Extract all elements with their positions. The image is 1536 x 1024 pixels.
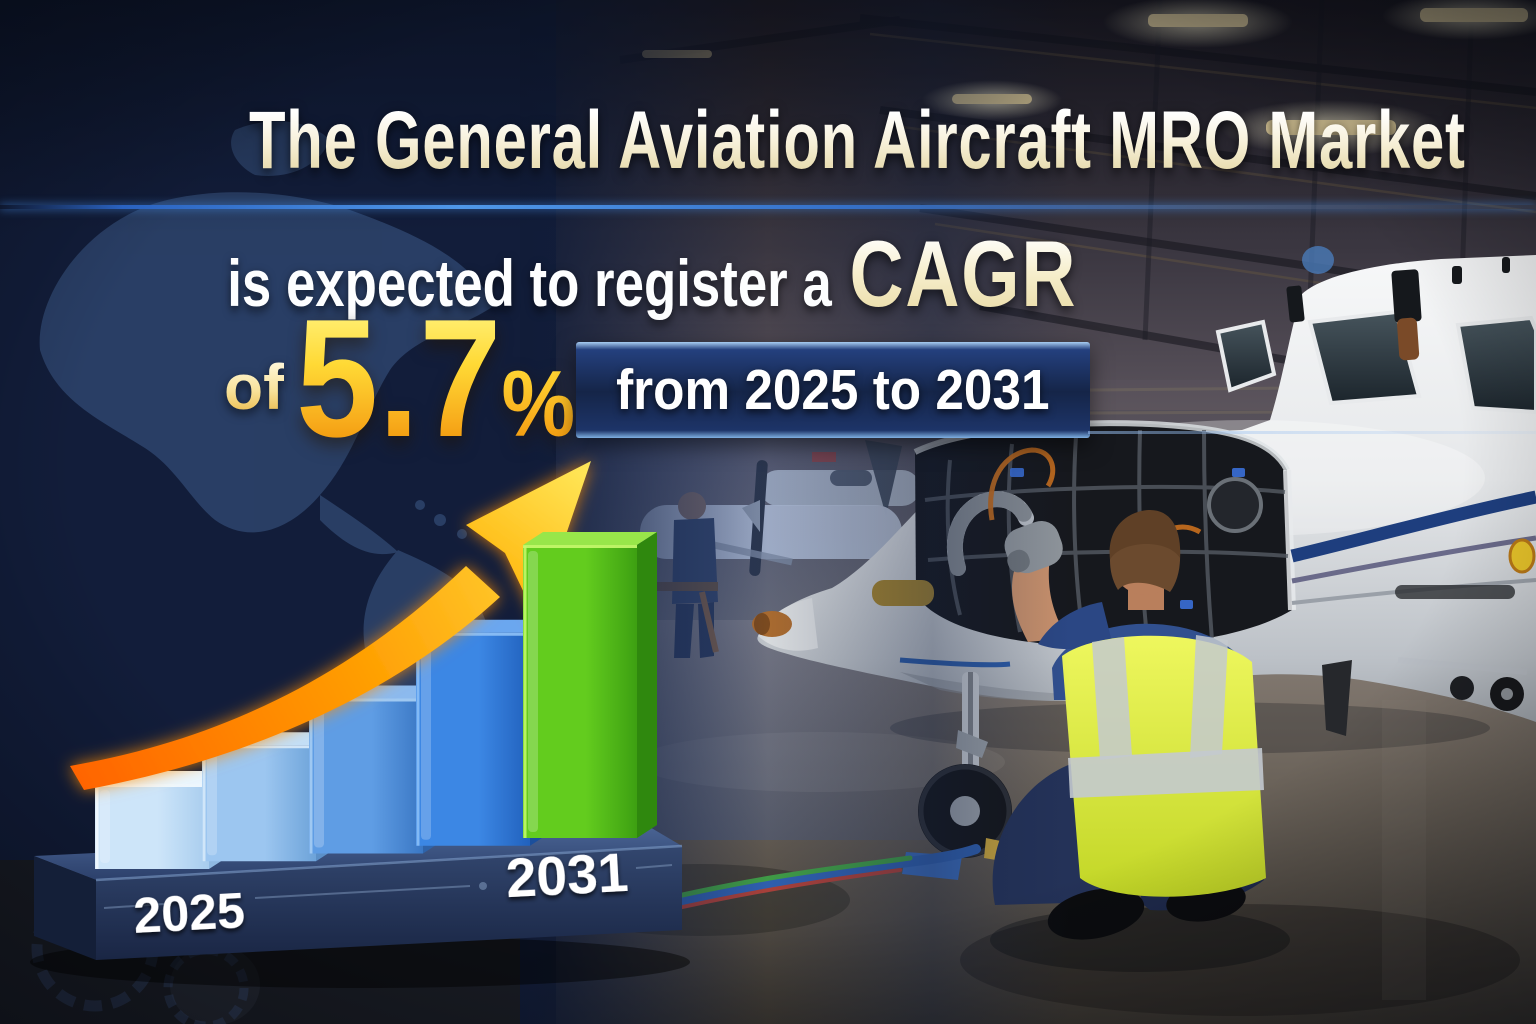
bar-5 <box>523 532 657 838</box>
title-divider-line <box>0 205 1536 209</box>
chart-start-year: 2025 <box>132 882 246 944</box>
subtitle-prefix: is expected to register a <box>227 246 832 320</box>
stat-range-text: from 2025 to 2031 <box>616 358 1050 422</box>
page-title: The General Aviation Aircraft MRO Market <box>24 95 1536 186</box>
chart-end-year: 2031 <box>504 841 629 909</box>
growth-arrow-icon <box>70 461 591 790</box>
band-extension-line <box>1088 431 1536 434</box>
stat-value: 5.7% <box>296 294 575 462</box>
stat-value-number: 5.7 <box>296 284 502 472</box>
stat-value-percent: % <box>501 351 576 456</box>
stat-range-band: from 2025 to 2031 <box>576 342 1090 438</box>
page-title-text: The General Aviation Aircraft MRO Market <box>249 95 1466 186</box>
stat-prefix: of <box>224 351 285 423</box>
subtitle: is expected to register a CAGR <box>0 220 1304 328</box>
subtitle-highlight: CAGR <box>849 221 1077 326</box>
bars-front <box>523 532 657 838</box>
